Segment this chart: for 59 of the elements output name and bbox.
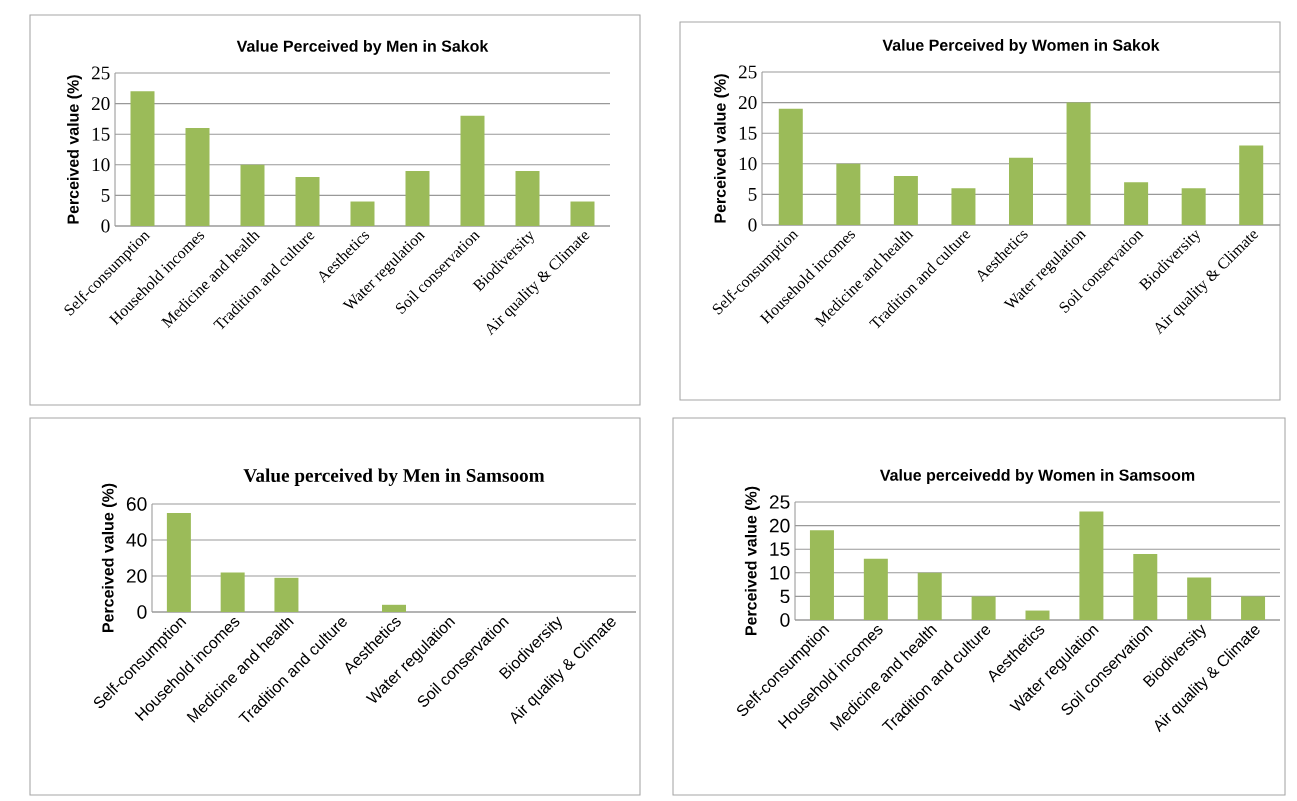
bar: [1241, 596, 1266, 620]
chart-title: Value perceived by Men in Samsoom: [243, 468, 545, 486]
y-tick-label: 15: [92, 127, 110, 141]
bar: [1124, 182, 1149, 225]
y-tick-label: 0: [780, 613, 790, 627]
chart-title: Value Perceived by Men in Sakok: [236, 40, 489, 55]
y-tick-label: 20: [769, 518, 790, 533]
bar: [778, 108, 803, 225]
y-tick-label: 0: [101, 219, 110, 233]
bar: [836, 163, 861, 225]
y-tick-label: 40: [126, 533, 147, 547]
y-tick-label: 10: [92, 158, 110, 172]
bar: [515, 170, 540, 226]
y-tick-label: 25: [769, 495, 790, 509]
bar: [274, 577, 299, 612]
bar: [863, 558, 888, 620]
bar: [381, 604, 406, 612]
y-tick-label: 10: [739, 157, 757, 171]
bar: [405, 170, 430, 226]
bar: [893, 176, 918, 225]
bar: [1066, 102, 1091, 225]
y-tick-label: 20: [126, 569, 147, 583]
bar: [460, 115, 485, 226]
bar: [917, 572, 942, 620]
bar: [1187, 577, 1212, 620]
bar: [1181, 188, 1206, 225]
bar: [240, 164, 265, 226]
bar: [185, 128, 210, 226]
chart-title: Value Perceived by Women in Sakok: [882, 39, 1160, 54]
y-tick-label: 10: [770, 566, 790, 580]
bar: [130, 91, 155, 226]
bar: [1133, 553, 1158, 620]
bar: [220, 572, 245, 612]
y-tick-label: 5: [101, 189, 110, 202]
y-axis-title: Perceived value (%): [714, 74, 729, 223]
y-tick-label: 20: [91, 97, 110, 111]
y-tick-label: 25: [91, 66, 110, 80]
y-tick-label: 5: [780, 589, 790, 604]
y-tick-label: 0: [748, 218, 757, 232]
bar: [951, 188, 976, 225]
bar: [570, 201, 595, 226]
y-tick-label: 5: [748, 188, 757, 201]
y-tick-label: 20: [738, 96, 757, 110]
bar: [166, 513, 191, 612]
bar: [1239, 145, 1264, 225]
bar: [809, 530, 834, 620]
y-tick-label: 15: [739, 126, 757, 140]
bar: [295, 177, 320, 226]
y-tick-label: 25: [738, 65, 757, 79]
y-tick-label: 15: [770, 542, 790, 556]
bar: [1079, 511, 1104, 620]
chart-title: Value perceivedd by Women in Samsoom: [879, 469, 1195, 484]
bar: [971, 596, 996, 620]
bar: [1009, 157, 1033, 225]
y-tick-label: 0: [137, 605, 147, 619]
y-tick-label: 60: [126, 497, 147, 511]
y-axis-title: Perceived value (%): [67, 75, 82, 224]
bar: [1025, 610, 1050, 620]
bar: [350, 201, 375, 226]
